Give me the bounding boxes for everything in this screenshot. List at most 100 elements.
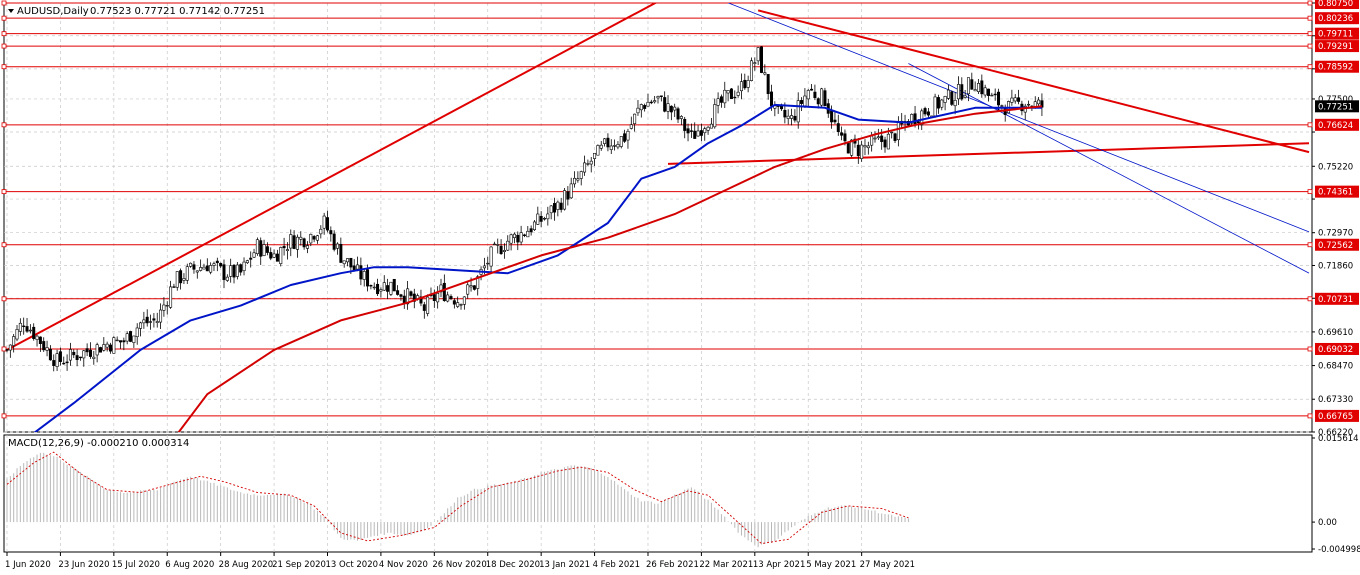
- level-anchor-icon[interactable]: [1, 122, 7, 128]
- level-price-box: [1315, 238, 1359, 251]
- candle-body: [302, 238, 306, 248]
- level-anchor-icon[interactable]: [1307, 122, 1313, 128]
- candle-body: [613, 145, 617, 147]
- channel-line[interactable]: [725, 2, 1310, 233]
- level-anchor-icon[interactable]: [1307, 413, 1313, 419]
- candle-body: [215, 260, 219, 264]
- candle-body: [623, 133, 627, 142]
- candle-body: [786, 115, 790, 119]
- candle-body: [15, 329, 19, 340]
- level-anchor-icon[interactable]: [1, 346, 7, 352]
- candle-body: [719, 96, 723, 103]
- candle-body: [339, 243, 343, 263]
- candle-body: [492, 243, 496, 246]
- candle-body: [22, 325, 26, 328]
- level-anchor-icon[interactable]: [1, 31, 7, 37]
- candle-body: [659, 95, 663, 97]
- candle-body: [883, 139, 887, 148]
- level-anchor-icon[interactable]: [1, 296, 7, 302]
- level-price-box: [1315, 118, 1359, 131]
- candle-body: [98, 347, 102, 353]
- candle-body: [626, 130, 630, 141]
- trendline[interactable]: [6, 2, 658, 351]
- candle-body: [502, 250, 506, 252]
- candle-body: [960, 84, 964, 100]
- level-anchor-icon[interactable]: [1307, 64, 1313, 70]
- candle-body: [973, 89, 977, 92]
- candle-body: [840, 132, 844, 136]
- candle-body: [269, 252, 273, 259]
- level-anchor-icon[interactable]: [1307, 0, 1313, 6]
- horizontal-levels: [1, 0, 1313, 419]
- candle-body: [983, 87, 987, 96]
- candle-body: [816, 98, 820, 105]
- candle-body: [596, 145, 600, 156]
- level-anchor-icon[interactable]: [1, 242, 7, 248]
- trendline[interactable]: [757, 9, 1310, 154]
- level-anchor-icon[interactable]: [1307, 15, 1313, 21]
- level-anchor-icon[interactable]: [1, 0, 7, 6]
- price-tick-label: 0.75220: [1318, 162, 1353, 172]
- candle-body: [55, 353, 59, 367]
- candle-body: [456, 302, 460, 307]
- candle-body: [412, 293, 416, 302]
- level-anchor-icon[interactable]: [1307, 242, 1313, 248]
- candle-body: [549, 205, 553, 214]
- candle-body: [790, 115, 794, 119]
- candle-body: [736, 91, 740, 96]
- candle-body: [589, 160, 593, 165]
- level-anchor-icon[interactable]: [1307, 43, 1313, 49]
- time-tick-label: 13 Apr 2021: [753, 560, 806, 570]
- candle-body: [536, 213, 540, 225]
- candle-body: [149, 321, 153, 323]
- candle-body: [559, 202, 563, 210]
- candle-body: [18, 322, 22, 332]
- level-anchor-icon[interactable]: [1307, 296, 1313, 302]
- candle-body: [189, 262, 193, 267]
- candle-body: [68, 349, 72, 361]
- ma-slow-line: [177, 105, 1043, 432]
- level-anchor-icon[interactable]: [1, 64, 7, 70]
- candle-body: [219, 262, 223, 267]
- level-anchor-icon[interactable]: [1, 413, 7, 419]
- candle-body: [923, 108, 927, 115]
- trendline[interactable]: [667, 142, 1310, 165]
- candle-body: [175, 271, 179, 288]
- candle-body: [289, 234, 293, 249]
- candle-body: [389, 281, 393, 295]
- candle-body: [666, 103, 670, 112]
- candle-body: [152, 318, 156, 321]
- time-tick-label: 18 Dec 2020: [486, 560, 540, 570]
- candle-body: [866, 145, 870, 149]
- candle-body: [192, 264, 196, 270]
- price-tick-label: 0.68470: [1318, 362, 1353, 372]
- candle-body: [122, 340, 126, 343]
- candle-body: [285, 249, 289, 252]
- candle-body: [1017, 97, 1021, 102]
- candle-body: [139, 322, 143, 329]
- level-anchor-icon[interactable]: [1307, 346, 1313, 352]
- candle-body: [1013, 97, 1017, 102]
- candle-body: [636, 107, 640, 114]
- candle-body: [876, 136, 880, 139]
- candle-body: [295, 236, 299, 250]
- macd-label: MACD(12,26,9) -0.000210 0.000314: [8, 438, 189, 449]
- level-anchor-icon[interactable]: [1, 43, 7, 49]
- level-anchor-icon[interactable]: [1, 189, 7, 195]
- dropdown-triangle-icon[interactable]: [8, 9, 14, 13]
- candle-body: [135, 327, 139, 338]
- candle-body: [92, 356, 96, 359]
- level-anchor-icon[interactable]: [1, 15, 7, 21]
- macd-layer: 0.015614 0.00 -0.004998: [6, 434, 1360, 555]
- level-anchor-icon[interactable]: [1307, 189, 1313, 195]
- level-price-label: 0.74361: [1318, 188, 1353, 198]
- macd-tick-label: 0.00: [1318, 518, 1337, 528]
- level-anchor-icon[interactable]: [1307, 31, 1313, 37]
- candle-body: [943, 96, 947, 103]
- candle-body: [259, 240, 263, 257]
- channel-line[interactable]: [908, 63, 1310, 274]
- candle-body: [546, 213, 550, 220]
- candle-body: [726, 90, 730, 94]
- candle-body: [239, 264, 243, 273]
